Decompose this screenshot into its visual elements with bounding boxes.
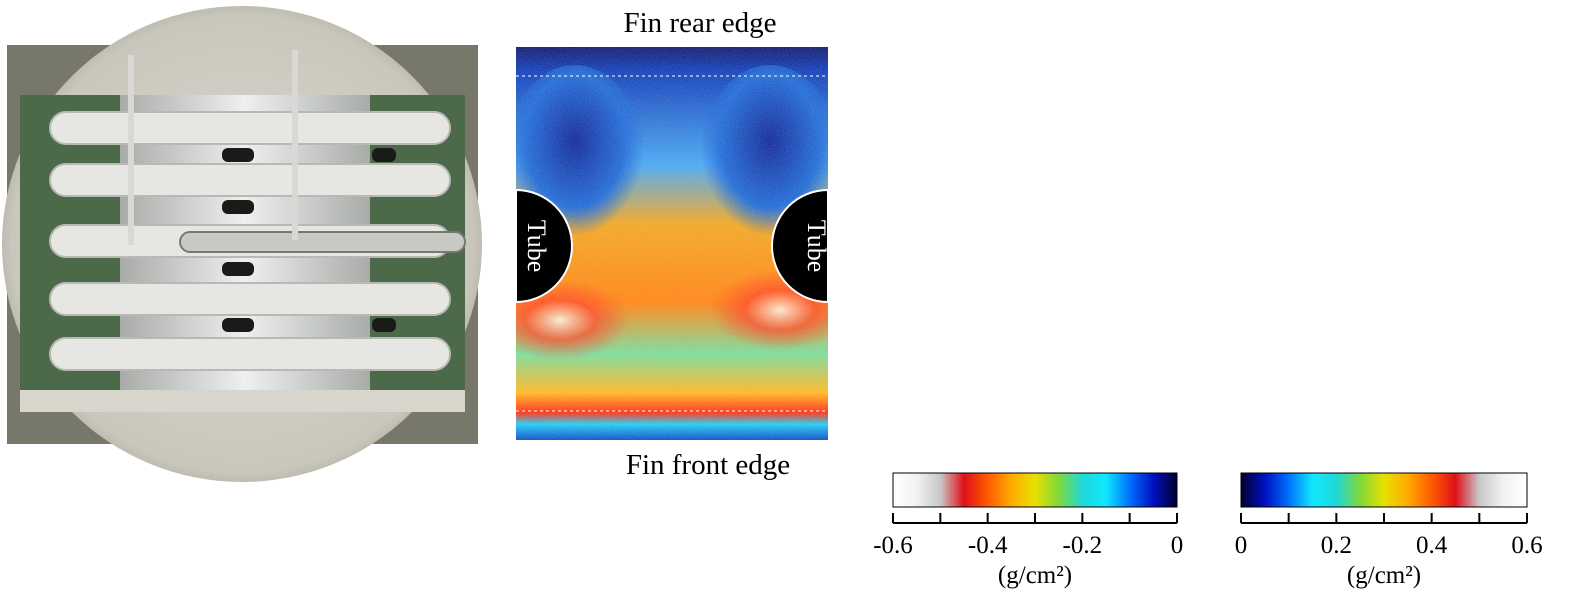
- unit-label: (g/cm²): [1347, 562, 1421, 589]
- front-edge-label: Fin front edge: [626, 449, 790, 481]
- tick-label: 0.2: [1321, 532, 1352, 559]
- tick-label: -0.6: [873, 532, 913, 559]
- tube-label: Tube: [802, 220, 831, 273]
- tick-label: 0: [1171, 532, 1184, 559]
- unit-label: (g/cm²): [998, 562, 1072, 589]
- colorbar: [892, 472, 1178, 508]
- heatmap: [516, 47, 828, 440]
- tube-label: Tube: [522, 220, 551, 273]
- photo: [2, 6, 482, 482]
- colorbar: [1240, 472, 1528, 508]
- tick-label: -0.4: [968, 532, 1008, 559]
- tick-label: 0.6: [1511, 532, 1542, 559]
- tick-label: 0: [1235, 532, 1248, 559]
- tick-label: 0.4: [1416, 532, 1448, 559]
- rear-edge-label: Fin rear edge: [624, 7, 777, 39]
- tick-label: -0.2: [1063, 532, 1103, 559]
